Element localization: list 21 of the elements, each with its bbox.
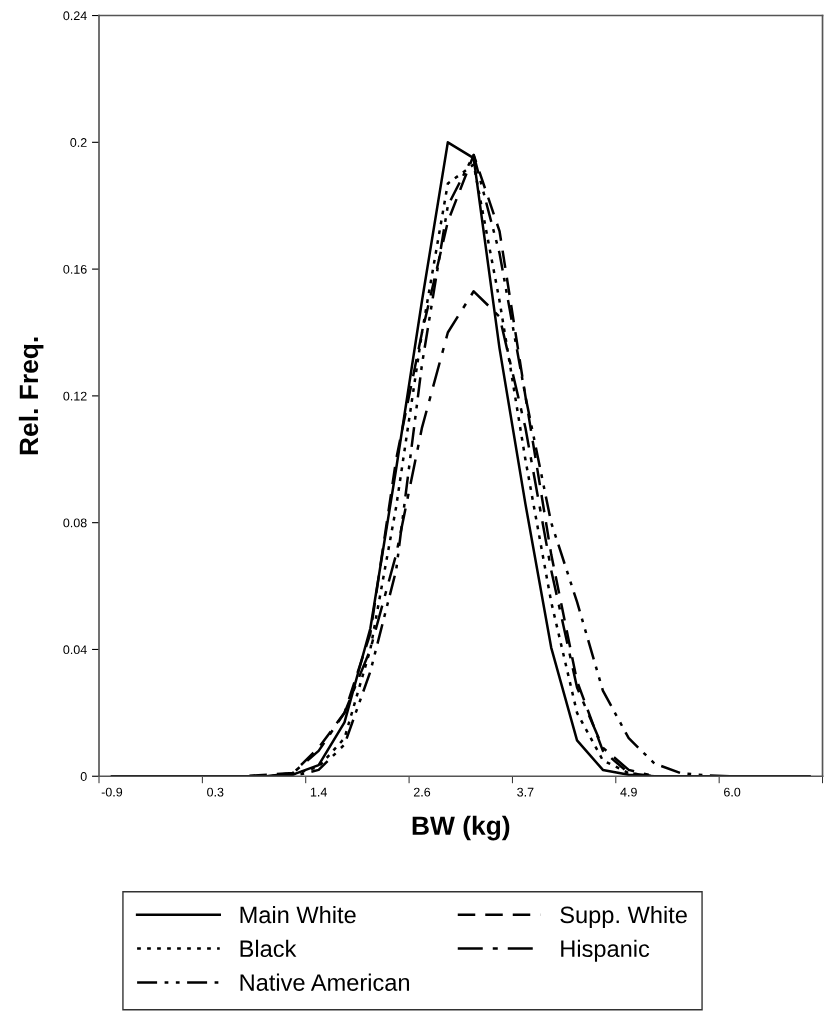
x-tick-label: 3.7 (517, 787, 534, 797)
legend-label: Black (240, 939, 297, 958)
legend-label: Hispanic (561, 939, 650, 962)
x-tick-label: -0.9 (101, 787, 123, 797)
legend-label: Native American (240, 973, 410, 991)
y-tick-label: 0 (80, 772, 87, 781)
y-tick-label: 0.12 (63, 391, 87, 401)
y-tick-label: 0.08 (63, 518, 87, 528)
x-tick-label: 0.3 (207, 787, 224, 797)
x-axis-title: BW (kg) (412, 815, 510, 841)
x-tick-label: 2.6 (413, 787, 431, 797)
legend-label: Supp. White (560, 905, 687, 928)
y-tick-label: 0.24 (63, 11, 87, 21)
y-tick-label: 0.16 (63, 264, 87, 274)
x-tick-label: 1.4 (310, 787, 327, 797)
y-axis-title: Rel. Freq. (18, 337, 44, 455)
y-tick-label: 0.2 (70, 138, 87, 147)
x-tick-label: 6.0 (724, 787, 741, 797)
legend-label: Main White (240, 905, 356, 924)
x-tick-label: 4.9 (620, 787, 637, 797)
y-tick-label: 0.04 (63, 645, 87, 655)
